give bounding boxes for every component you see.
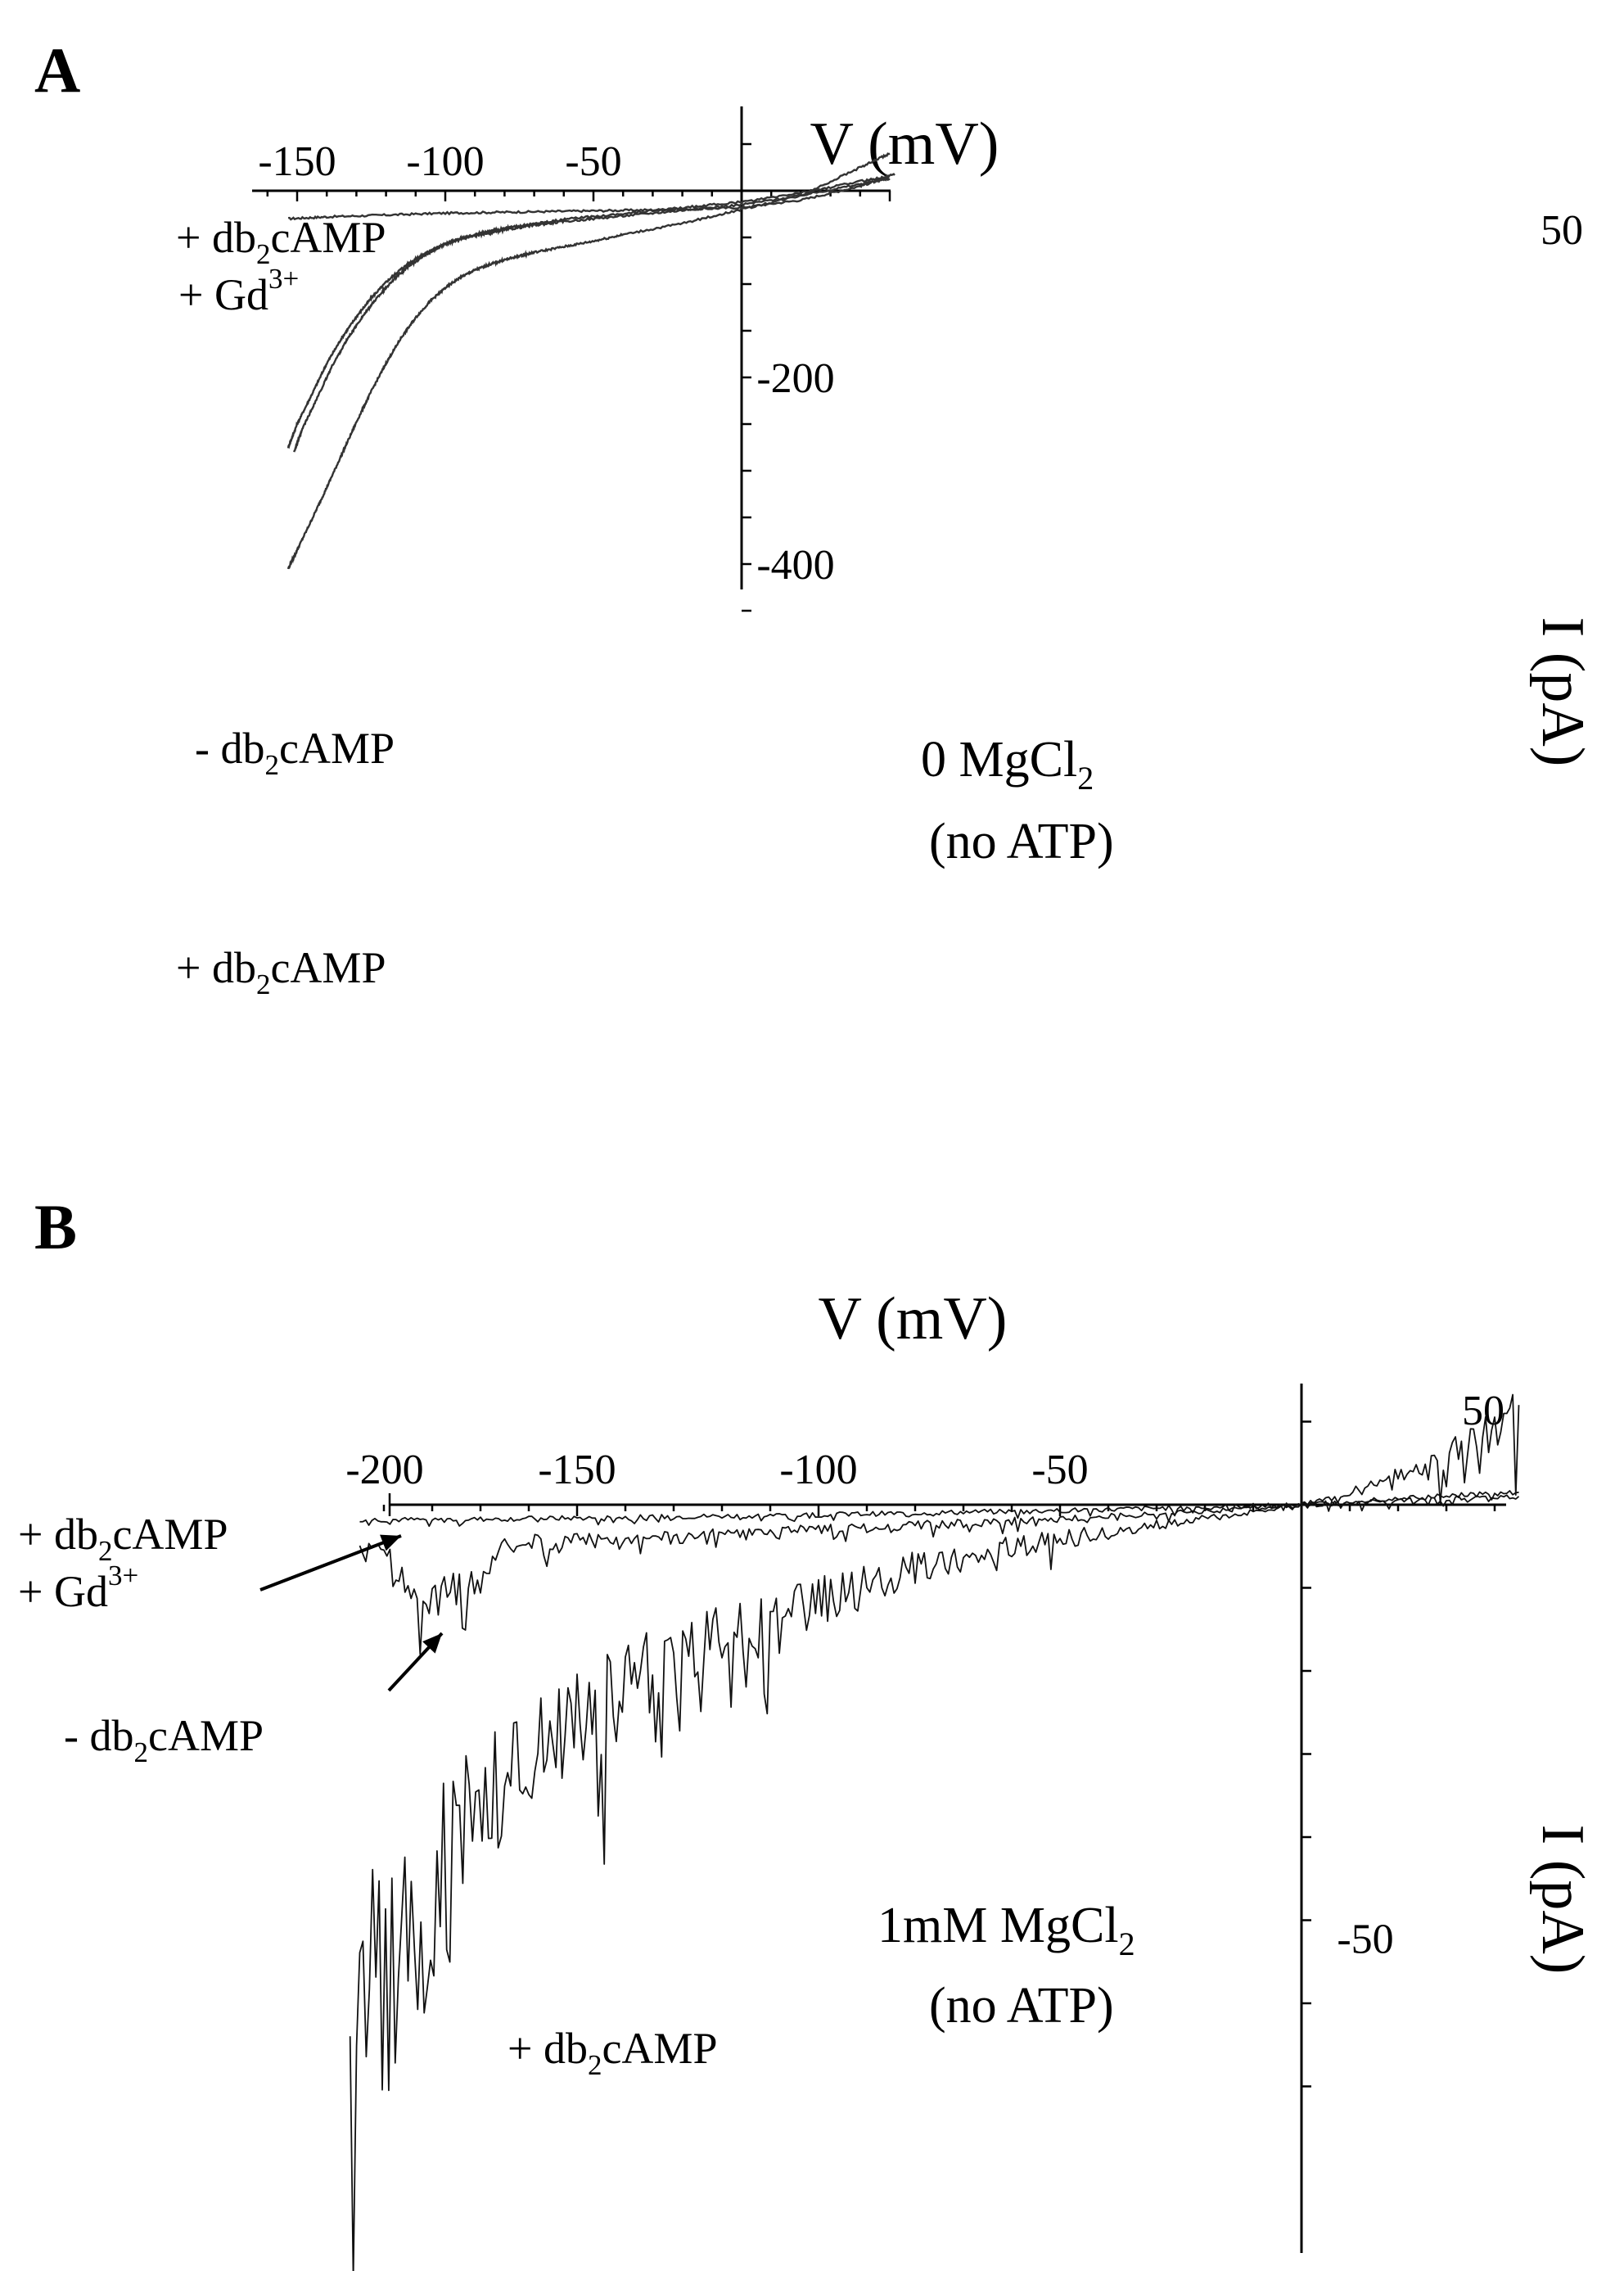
panel-b-condition-line2: (no ATP) [929, 1978, 1114, 2034]
panel-a-trace-minus-cAMP-2 [293, 173, 895, 453]
panel-a-x-tick-label: -100 [406, 138, 484, 185]
panel-a-letter: A [34, 34, 80, 106]
panel-b-x-tick-label: -150 [538, 1447, 616, 1493]
panel-b-condition: 1mM MgCl2 (no ATP) [877, 1898, 1135, 2034]
panel-b-arrow-gd [259, 1534, 402, 1592]
panel-b-traces [349, 1393, 1520, 2271]
panel-a-trace-plus-cAMP [286, 152, 891, 570]
panel-b-trace-plus-cAMP [349, 1393, 1520, 2271]
panel-b-y-axis-title: I (pA) [1529, 1825, 1596, 1975]
panel-a-x-tick-label: -150 [258, 138, 336, 185]
panel-b-axes: -200 -150 -100 -50 -50 [345, 1384, 1506, 2253]
panel-b-trace-gd [359, 1494, 1520, 1528]
panel-b-x-tick-label: -200 [345, 1447, 423, 1493]
panel-a-axes: -150 -100 -50 -200 -400 [252, 106, 891, 612]
panel-b: B V (mV) I (pA) 50 -200 -150 -100 -50 -50 + … [18, 1191, 1596, 2271]
panel-b-label-gd: + Gd3+ [18, 1560, 138, 1616]
panel-b-label-plus-cAMP-gd: + db2cAMP [18, 1510, 228, 1567]
panel-a-y-tick-label: -200 [756, 355, 834, 402]
panel-a-label-plus-cAMP: + db2cAMP [176, 943, 386, 1000]
panel-a-annotations: + db2cAMP+ Gd3+- db2cAMP+ db2cAMP [176, 213, 395, 1000]
panel-a-trace-gd [288, 174, 891, 221]
panel-a-label-plus-cAMP-gd: + db2cAMP [176, 213, 386, 270]
panel-b-arrow-minus-cAMP [387, 1632, 444, 1692]
panel-b-x-corner-label: 50 [1462, 1388, 1504, 1434]
panel-b-x-tick-label: -50 [1031, 1447, 1088, 1493]
panel-a-y-tick-label: -400 [756, 542, 834, 589]
panel-a-x-tick-label: -50 [565, 138, 621, 185]
panel-b-label-plus-cAMP: + db2cAMP [508, 2024, 717, 2081]
panel-a-condition: 0 MgCl2 (no ATP) [921, 732, 1114, 869]
panel-a-x-axis-title: V (mV) [810, 111, 999, 178]
panel-a-y-axis-title: I (pA) [1529, 617, 1596, 767]
panel-a-x-corner-label: 50 [1541, 207, 1583, 254]
panel-b-y-tick-label: -50 [1337, 1917, 1393, 1963]
panel-a-label-minus-cAMP: - db2cAMP [195, 724, 395, 781]
panel-b-annotations: + db2cAMP+ Gd3+- db2cAMP+ db2cAMP [18, 1510, 717, 2081]
panel-b-x-axis-title: V (mV) [819, 1285, 1008, 1352]
panel-b-condition-line1: 1mM MgCl2 [877, 1898, 1135, 1962]
panel-b-label-minus-cAMP: - db2cAMP [64, 1711, 264, 1768]
panel-a: A V (mV) I (pA) 50 -150 -100 -50 -200 -400 +… [34, 34, 1596, 1000]
panel-a-traces [286, 152, 895, 570]
panel-a-label-gd: + Gd3+ [178, 263, 299, 319]
panel-b-letter: B [34, 1191, 77, 1262]
panel-b-x-tick-label: -100 [779, 1447, 857, 1493]
panel-b-trace-minus-cAMP [359, 1490, 1519, 1655]
panel-a-condition-line2: (no ATP) [929, 814, 1114, 869]
panel-a-condition-line1: 0 MgCl2 [921, 732, 1094, 797]
